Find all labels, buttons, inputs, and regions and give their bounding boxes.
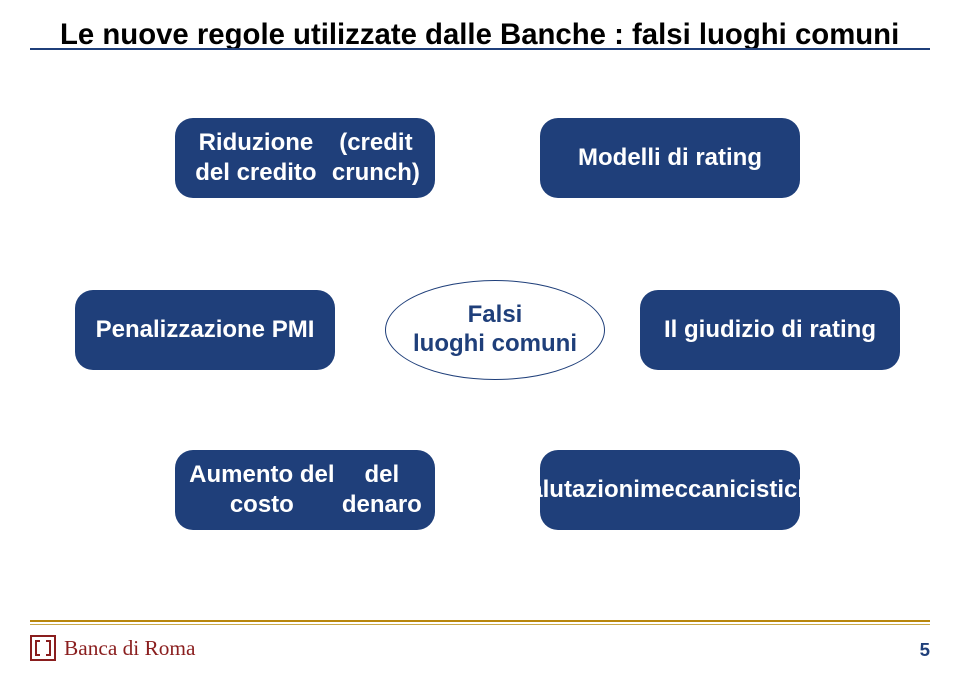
page-number: 5 xyxy=(920,639,930,661)
center-ellipse: Falsiluoghi comuni xyxy=(385,280,605,380)
brand-logo xyxy=(30,635,56,661)
title-underline xyxy=(30,48,930,50)
concept-box-line: Il giudizio di rating xyxy=(664,315,876,345)
concept-box-line: Valutazioni xyxy=(515,475,640,505)
concept-box-line: Riduzione del credito xyxy=(185,128,327,188)
brand-bracket-icon xyxy=(34,639,52,657)
footer-rule-top xyxy=(30,620,930,622)
concept-box-giudizio: Il giudizio di rating xyxy=(640,290,900,370)
ellipse-line: luoghi comuni xyxy=(413,330,577,357)
concept-box-line: (credit crunch) xyxy=(327,128,425,188)
footer-rule-bottom xyxy=(30,624,930,625)
concept-box-penal: Penalizzazione PMI xyxy=(75,290,335,370)
concept-box-line: Modelli di rating xyxy=(578,143,762,173)
concept-box-aumento: Aumento del costodel denaro xyxy=(175,450,435,530)
concept-box-line: meccanicistiche xyxy=(640,475,825,505)
concept-box-riduzione: Riduzione del credito(credit crunch) xyxy=(175,118,435,198)
ellipse-line: Falsi xyxy=(468,301,523,328)
concept-box-modelli: Modelli di rating xyxy=(540,118,800,198)
brand-name: Banca di Roma xyxy=(64,636,196,661)
footer-brand: Banca di Roma xyxy=(30,635,930,661)
concept-box-line: Penalizzazione PMI xyxy=(96,315,315,345)
concept-box-valut: Valutazionimeccanicistiche xyxy=(540,450,800,530)
footer: Banca di Roma xyxy=(30,620,930,661)
concept-box-line: Aumento del costo xyxy=(185,460,339,520)
slide-title: Le nuove regole utilizzate dalle Banche … xyxy=(60,18,920,52)
concept-box-line: del denaro xyxy=(339,460,425,520)
